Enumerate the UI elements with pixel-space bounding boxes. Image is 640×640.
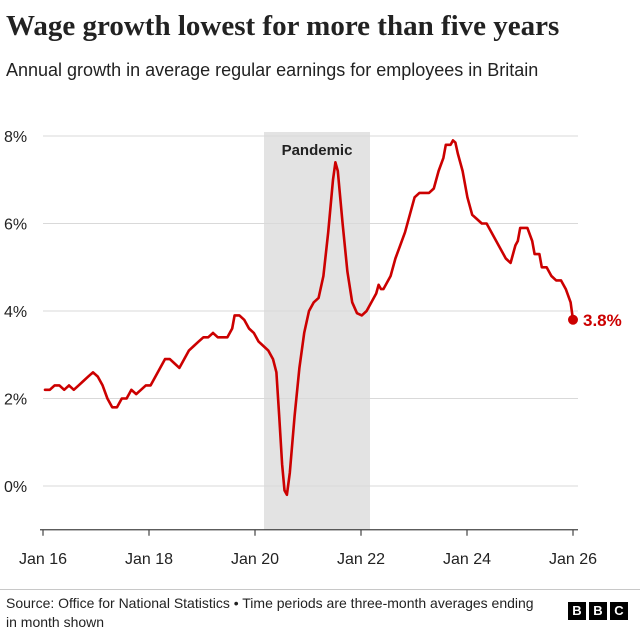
x-tick-label: Jan 26 xyxy=(549,551,597,568)
bbc-logo-letter: B xyxy=(589,602,607,620)
x-tick-label: Jan 16 xyxy=(19,551,67,568)
y-tick-label: 8% xyxy=(4,129,27,146)
y-tick-label: 4% xyxy=(4,304,27,321)
y-tick-label: 2% xyxy=(4,392,27,409)
chart-subtitle: Annual growth in average regular earning… xyxy=(6,60,539,80)
bbc-logo: B B C xyxy=(568,602,628,620)
bbc-logo-letter: B xyxy=(568,602,586,620)
footer-divider xyxy=(0,589,640,590)
x-tick-label: Jan 20 xyxy=(231,551,279,568)
end-value-label: 3.8% xyxy=(583,311,622,330)
end-point-marker xyxy=(568,314,578,325)
line-chart: Pandemic 8% 6% 4% 2% 0% Jan 16 Jan 18 Jan 20 Ja… xyxy=(4,129,622,568)
pandemic-shaded-region xyxy=(264,132,371,530)
y-tick-label: 0% xyxy=(4,479,27,496)
x-tick-label: Jan 24 xyxy=(443,551,491,568)
chart-title: Wage growth lowest for more than five ye… xyxy=(6,10,560,42)
source-note: Source: Office for National Statistics •… xyxy=(6,595,534,630)
shaded-region-label: Pandemic xyxy=(282,142,353,159)
x-tick-label: Jan 22 xyxy=(337,551,385,568)
x-tick-label: Jan 18 xyxy=(125,551,173,568)
bbc-logo-letter: C xyxy=(610,602,628,620)
y-tick-label: 6% xyxy=(4,217,27,234)
series-line-wage-growth xyxy=(43,139,575,497)
